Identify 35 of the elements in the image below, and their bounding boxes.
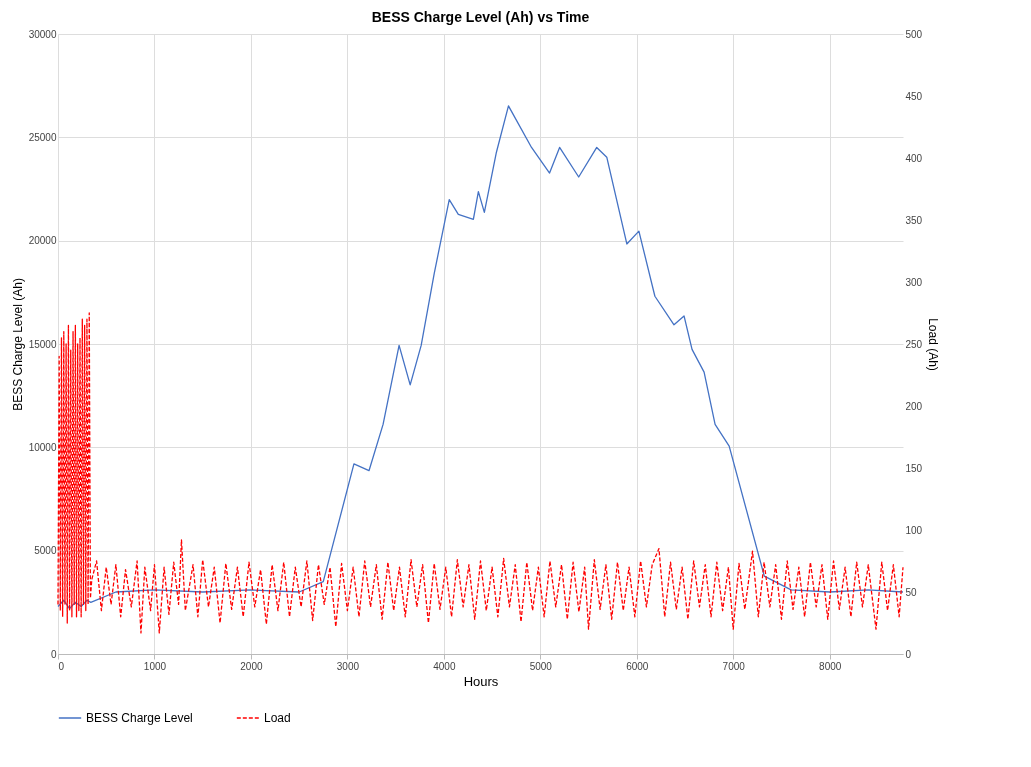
- y-tick-label: 15000: [28, 338, 57, 350]
- x-tick-label: 3000: [336, 660, 360, 672]
- y2-tick-label: 0: [905, 648, 912, 660]
- chart-title: BESS Charge Level (Ah) vs Time: [371, 9, 590, 25]
- x-tick-label: 0: [58, 660, 65, 672]
- x-tick-label: 7000: [722, 660, 746, 672]
- x-axis-title: Hours: [463, 673, 499, 689]
- legend-label: BESS Charge Level: [86, 711, 193, 725]
- y-axis-title: BESS Charge Level (Ah): [10, 278, 25, 411]
- legend-label: Load: [264, 711, 291, 725]
- y2-tick-label: 450: [905, 90, 923, 102]
- y-tick-label: 5000: [34, 545, 57, 557]
- line-series: [57, 312, 904, 634]
- y2-tick-label: 300: [905, 276, 923, 288]
- y-tick-label: 0: [50, 648, 57, 660]
- y2-tick-label: 500: [905, 28, 923, 40]
- y2-tick-label: 150: [905, 462, 923, 474]
- y2-tick-label: 350: [905, 214, 923, 226]
- y2-tick-label: 200: [905, 400, 923, 412]
- y-tick-label: 25000: [28, 131, 57, 143]
- x-tick-label: 4000: [433, 660, 456, 672]
- y2-axis-title: Load (Ah): [926, 318, 941, 371]
- line-series: [57, 105, 904, 610]
- y2-tick-label: 400: [905, 152, 923, 164]
- x-tick-label: 5000: [529, 660, 553, 672]
- y-tick-label: 20000: [28, 235, 57, 247]
- y-tick-label: 10000: [28, 441, 57, 453]
- y2-tick-label: 250: [905, 338, 923, 350]
- y-tick-label: 30000: [28, 28, 57, 40]
- x-tick-label: 1000: [143, 660, 167, 672]
- x-tick-label: 2000: [240, 660, 263, 672]
- x-tick-label: 6000: [626, 660, 649, 672]
- y2-tick-label: 50: [905, 586, 918, 598]
- x-tick-label: 8000: [819, 660, 842, 672]
- y2-tick-label: 100: [905, 524, 923, 536]
